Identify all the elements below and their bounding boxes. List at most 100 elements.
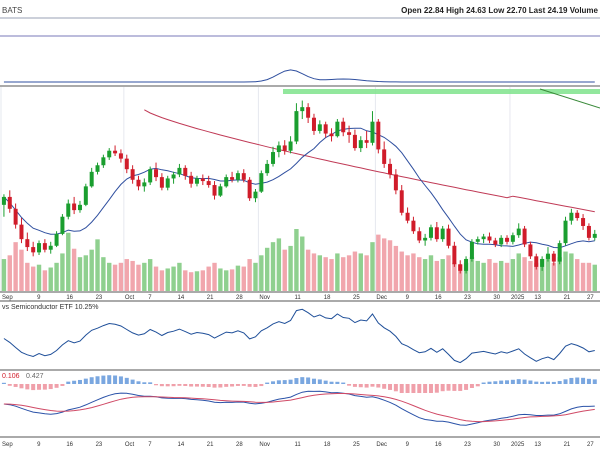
candlestick [194, 175, 199, 187]
macd-histogram-bar [189, 384, 194, 387]
macd-histogram-bar [405, 384, 410, 393]
candlestick [545, 247, 550, 262]
macd-histogram-bar [107, 375, 112, 384]
candle-body [25, 239, 30, 248]
macd-histogram-bar [481, 382, 486, 384]
macd-histogram-bar [159, 384, 164, 387]
volume-bar [534, 262, 539, 291]
volume-bar [575, 259, 580, 291]
volume-bar [71, 248, 77, 291]
price-panel [0, 87, 600, 293]
macd-histogram-bar [66, 381, 71, 384]
candlestick [405, 207, 410, 224]
macd-histogram-bar [113, 375, 118, 384]
macd-histogram-bar [358, 384, 363, 388]
volume-bar [177, 262, 182, 291]
candlestick [265, 159, 270, 176]
candlestick [77, 200, 82, 213]
macd-histogram-bar [136, 381, 141, 384]
volume-bar [563, 251, 568, 291]
x-axis-tick-label: 9 [406, 442, 410, 448]
macd-histogram [1, 375, 597, 393]
macd-histogram-bar [545, 381, 550, 384]
candlestick [1, 194, 6, 217]
volume-bar [434, 260, 440, 291]
candle-body [551, 253, 556, 262]
candle-body [469, 241, 474, 259]
candle-body [288, 141, 293, 151]
macd-histogram-bar [177, 384, 182, 386]
candlestick [276, 141, 281, 158]
volume-bar [370, 242, 375, 291]
candlestick [19, 218, 24, 244]
volume-bar [487, 259, 492, 291]
macd-histogram-bar [329, 381, 334, 384]
volume-bar [592, 264, 597, 291]
candle-body [48, 245, 53, 250]
x-axis-tick-label: Dec [376, 295, 387, 301]
macd-histogram-bar [499, 380, 504, 384]
volume-bar [66, 232, 71, 291]
candle-body [358, 140, 363, 149]
macd-histogram-bar [118, 376, 123, 384]
candlestick [13, 203, 18, 229]
candlestick [592, 229, 597, 241]
macd-histogram-bar [317, 379, 322, 384]
x-axis-tick-label: 11 [295, 295, 302, 301]
macd-histogram-bar [323, 380, 328, 384]
candle-body [393, 174, 398, 191]
macd-histogram-bar [294, 378, 299, 384]
macd-histogram-bar [335, 381, 340, 384]
candle-body [586, 225, 591, 238]
volume-bar [440, 259, 445, 291]
volume-bar [95, 239, 100, 291]
x-axis-tick-label: 18 [324, 442, 331, 448]
volume-bar [212, 262, 217, 291]
volume-bar [288, 245, 293, 291]
volume-bar [188, 272, 194, 291]
candle-body [352, 134, 357, 149]
macd-signal-line [3, 393, 595, 423]
macd-histogram-bar [569, 377, 574, 384]
candle-body [107, 150, 112, 158]
x-axis-tick-label: 30 [493, 442, 500, 448]
candle-body [528, 244, 533, 257]
volume-bar [428, 255, 434, 291]
candlestick [253, 189, 258, 203]
volume-bar [218, 268, 223, 291]
volume-bar [1, 259, 7, 291]
candle-body [165, 178, 170, 188]
candlestick [469, 239, 474, 262]
macd-histogram-bar [148, 382, 153, 384]
candle-body [581, 218, 586, 226]
volume-bar [498, 260, 504, 291]
volume-bar [381, 238, 387, 291]
x-axis-tick-label: 9 [37, 442, 41, 448]
candle-body [522, 228, 527, 245]
macd-histogram-bar [1, 382, 6, 384]
candlestick [306, 103, 311, 123]
candlestick [440, 225, 445, 242]
macd-histogram-bar [575, 377, 580, 384]
candle-body [300, 107, 305, 112]
macd-histogram-bar [563, 379, 568, 384]
macd-histogram-bar [423, 384, 428, 393]
macd-histogram-bar [19, 384, 24, 389]
macd-histogram-bar [25, 384, 30, 390]
volume-bar [25, 262, 30, 291]
candle-body [83, 186, 88, 205]
candlestick [31, 241, 36, 257]
candlestick [230, 171, 235, 183]
macd-histogram-bar [224, 384, 229, 387]
green-resistance-band [283, 89, 600, 94]
macd-histogram-bar [341, 382, 346, 384]
candle-body [66, 203, 71, 217]
candlestick [446, 224, 451, 249]
volume-bar [405, 255, 410, 291]
candle-body [142, 182, 147, 187]
macd-histogram-bar [89, 377, 94, 384]
candlestick [563, 216, 568, 246]
candlestick [581, 214, 586, 230]
candle-body [101, 157, 106, 166]
candle-body [183, 167, 188, 176]
